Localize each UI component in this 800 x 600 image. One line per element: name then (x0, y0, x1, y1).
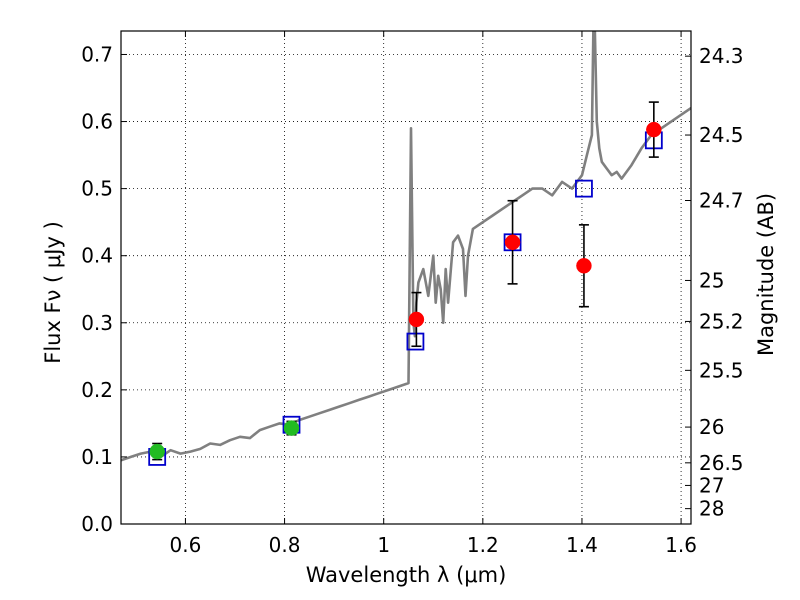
x-tick-label: 1.2 (467, 533, 499, 557)
x-tick-label: 1.4 (566, 533, 598, 557)
ticks-layer: 0.6 0.8 1 1.2 1.4 1.6 0.0 0.1 0.2 0.3 0.4 0.5 0.6 0.7… (81, 31, 744, 557)
x-tick-label: 0.6 (170, 533, 202, 557)
y-tick-label: 0.0 (81, 512, 113, 536)
plot-frame (120, 30, 692, 525)
y2-tick-label: 26 (699, 415, 724, 439)
y-tick-label: 0.1 (81, 445, 113, 469)
y2-axis-label: Magnitude (AB) (754, 193, 778, 356)
model-square-marker (575, 179, 593, 198)
y2-tick-label: 24.3 (699, 44, 744, 68)
x-axis-label: Wavelength λ (μm) (306, 563, 507, 587)
series-layer (121, 31, 691, 466)
data-point-marker (576, 258, 592, 274)
y-tick-label: 0.6 (81, 110, 113, 134)
y2-tick-label: 27 (699, 473, 724, 497)
y-tick-label: 0.2 (81, 378, 113, 402)
y-tick-label: 0.5 (81, 177, 113, 201)
y2-tick-label: 26.5 (699, 451, 744, 475)
y2-tick-label: 25 (699, 268, 724, 292)
y-tick-label: 0.7 (81, 42, 113, 66)
y-axis-label: Flux Fν ( μJy ) (41, 221, 65, 364)
data-point-marker (149, 443, 165, 460)
x-tick-label: 1.6 (665, 533, 697, 557)
x-tick-label: 1 (377, 533, 390, 557)
y2-tick-label: 24.7 (699, 188, 744, 212)
y-tick-label: 0.3 (81, 311, 113, 335)
data-point-marker (283, 420, 300, 436)
spectrum-line (121, 31, 691, 462)
y2-tick-label: 25.5 (699, 358, 744, 382)
x-tick-label: 0.8 (269, 533, 301, 557)
data-point-marker (408, 311, 425, 328)
y2-tick-label: 28 (699, 497, 724, 521)
grid-layer (121, 31, 691, 525)
y2-tick-label: 24.5 (699, 123, 744, 147)
y2-tick-label: 25.2 (699, 309, 744, 333)
data-point-marker (646, 121, 662, 138)
y-tick-label: 0.4 (81, 244, 113, 268)
model-square-marker (406, 332, 425, 351)
data-point-marker (504, 234, 521, 251)
